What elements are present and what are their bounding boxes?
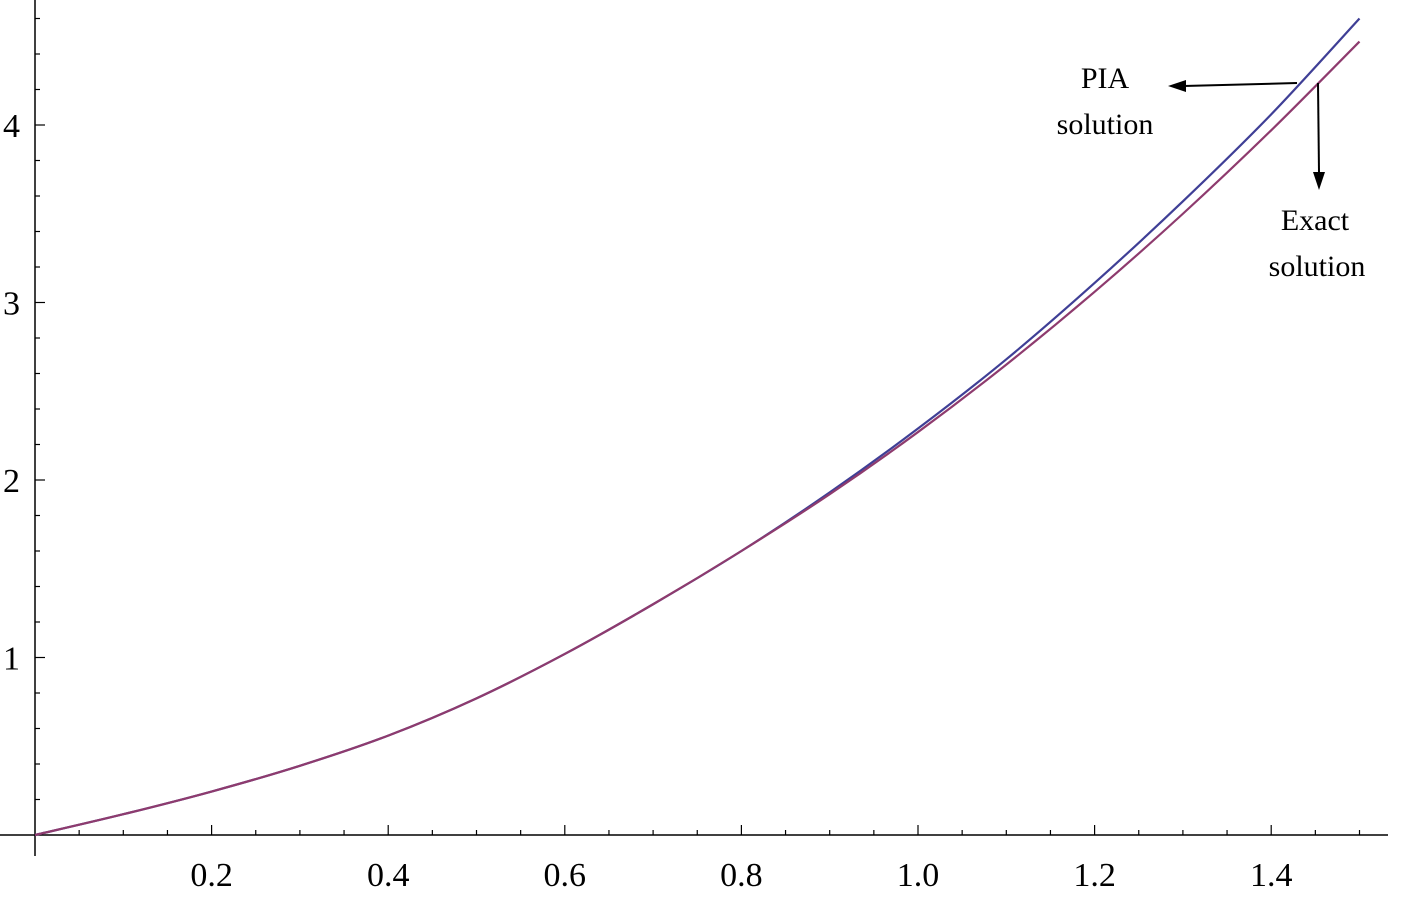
series-line-pia (34, 17, 1361, 837)
exact-arrow-head (1313, 172, 1325, 190)
x-tick-label: 1.4 (1250, 857, 1293, 894)
pia-label-line1: PIA (1081, 62, 1130, 95)
axes (0, 0, 1388, 856)
series-line-exact (34, 40, 1361, 837)
annotations: PIA solution Exact solution (1057, 62, 1366, 283)
y-ticks: 1 2 3 4 (3, 17, 45, 801)
exact-label-line2: solution (1269, 250, 1366, 283)
y-tick-label: 2 (3, 463, 20, 500)
series-layer (34, 17, 1361, 837)
x-tick-label: 1.0 (897, 857, 940, 894)
pia-arrow-line (1183, 82, 1298, 87)
y-tick-label: 1 (3, 641, 20, 678)
pia-label-line2: solution (1057, 108, 1154, 141)
x-tick-label: 0.6 (544, 857, 587, 894)
y-tick-label: 4 (3, 108, 20, 145)
pia-arrow-head (1168, 80, 1186, 92)
x-tick-label: 0.8 (720, 857, 763, 894)
x-tick-label: 1.2 (1073, 857, 1116, 894)
x-tick-label: 0.2 (190, 857, 233, 894)
exact-arrow-line (1317, 82, 1320, 173)
y-tick-label: 3 (3, 286, 20, 323)
exact-label-line1: Exact (1281, 204, 1350, 237)
x-ticks: 0.2 0.4 0.6 0.8 1.0 1.2 1.4 (78, 825, 1361, 894)
x-tick-label: 0.4 (367, 857, 410, 894)
